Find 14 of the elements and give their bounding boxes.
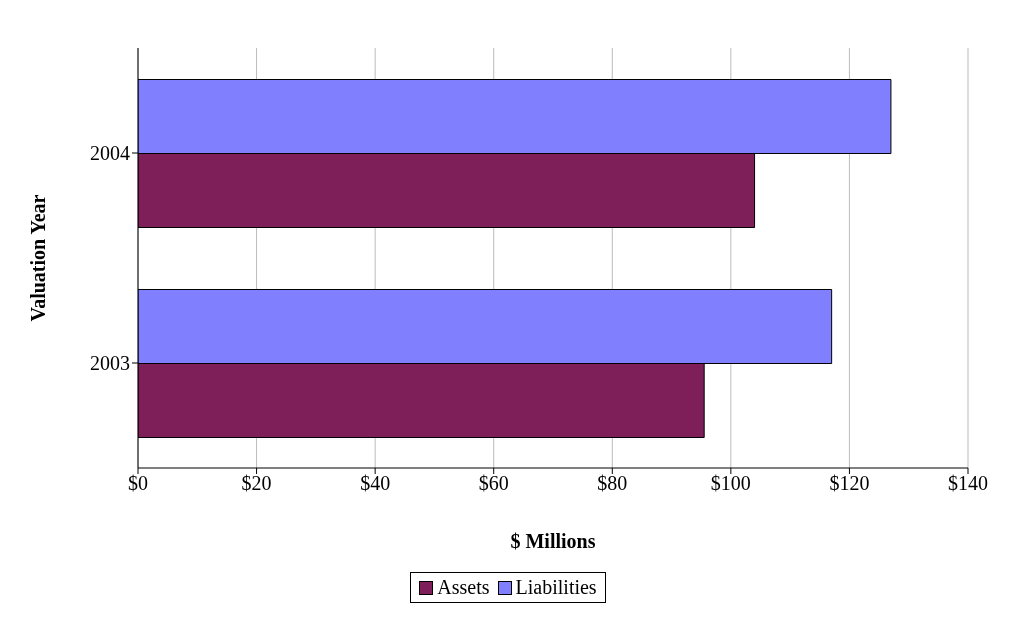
x-tick-label: $60 bbox=[478, 472, 509, 495]
y-tick-label: 2003 bbox=[90, 352, 130, 375]
x-tick-label: $40 bbox=[360, 472, 391, 495]
y-axis-title: Valuation Year bbox=[27, 194, 50, 322]
x-tick-label: $80 bbox=[597, 472, 628, 495]
x-tick-label: $120 bbox=[829, 472, 870, 495]
legend-label: Assets bbox=[436, 576, 490, 599]
x-tick-label: $20 bbox=[241, 472, 272, 495]
x-axis-title: $ Millions bbox=[510, 530, 596, 552]
y-tick-label: 2004 bbox=[90, 142, 130, 165]
x-tick-label: $140 bbox=[948, 472, 988, 495]
x-tick-label: $100 bbox=[710, 472, 751, 495]
x-tick-label: $0 bbox=[128, 472, 148, 495]
legend-label: Liabilities bbox=[514, 576, 597, 599]
